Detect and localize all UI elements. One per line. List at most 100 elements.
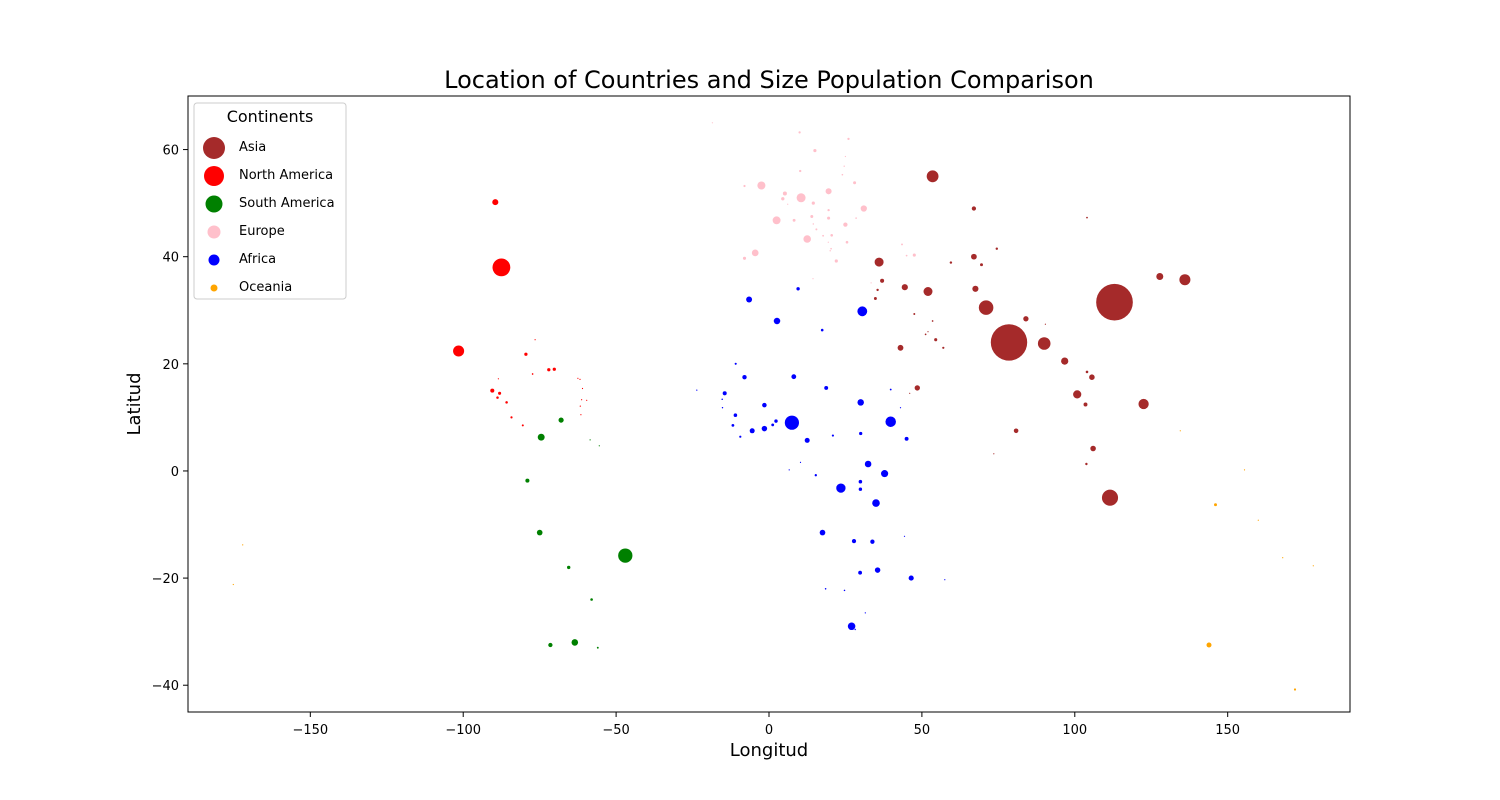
data-point [927, 331, 929, 333]
data-point [596, 646, 599, 649]
data-point [1282, 557, 1284, 559]
axis-ticks: −150 −100 −50 0 50 100 150 −40 −20 0 20 40 60 [152, 144, 1241, 738]
data-point [914, 385, 920, 391]
data-point [913, 313, 916, 315]
data-point [1293, 688, 1297, 691]
data-point [721, 398, 723, 400]
data-point [742, 256, 747, 260]
data-point [1085, 462, 1088, 466]
data-point [857, 399, 864, 406]
data-point [993, 453, 995, 455]
data-point [589, 439, 591, 441]
data-point [711, 122, 714, 124]
data-point [1138, 398, 1149, 410]
x-tick-label: −50 [602, 723, 629, 738]
data-point [859, 431, 863, 436]
data-point [923, 287, 933, 296]
data-point [819, 529, 826, 536]
data-point [924, 333, 927, 336]
data-point [731, 424, 735, 427]
data-point [978, 300, 994, 315]
data-point [733, 413, 738, 417]
data-point [791, 374, 797, 380]
data-point [792, 218, 796, 222]
legend-label: Africa [239, 252, 276, 267]
data-point [995, 247, 998, 250]
data-point [822, 234, 824, 237]
data-point [1179, 274, 1191, 286]
legend-marker [208, 254, 220, 266]
data-point [798, 131, 801, 134]
data-point [510, 416, 513, 419]
data-point [722, 391, 727, 396]
data-point [534, 339, 536, 341]
legend-item: North America [204, 166, 333, 186]
legend-marker [205, 195, 223, 213]
data-point [830, 234, 833, 237]
data-point [874, 257, 884, 267]
data-point [934, 338, 938, 342]
data-point [820, 328, 824, 332]
data-point [796, 287, 800, 291]
data-point [536, 529, 543, 536]
data-point [492, 258, 511, 277]
data-point [944, 579, 946, 581]
data-point [1206, 642, 1212, 648]
data-point [1023, 316, 1029, 322]
data-point [1243, 469, 1246, 471]
data-point [548, 642, 553, 648]
data-point [971, 253, 977, 260]
data-point [830, 247, 832, 250]
x-axis-label: Longitud [730, 740, 808, 761]
data-point [903, 535, 906, 537]
data-point [811, 201, 815, 205]
series-north-america [453, 199, 588, 427]
data-point [772, 216, 781, 225]
data-point [537, 433, 545, 441]
y-tick-label: −40 [152, 679, 179, 694]
data-point [827, 216, 831, 220]
data-point [812, 278, 814, 280]
data-point [855, 217, 857, 219]
data-point [761, 425, 768, 432]
legend-marker [204, 166, 224, 186]
data-point [843, 165, 845, 167]
data-point [734, 362, 737, 365]
legend-item: Africa [208, 252, 276, 267]
data-point [558, 417, 564, 423]
legend-marker [207, 225, 221, 239]
series-africa [696, 287, 946, 631]
data-point [581, 387, 584, 390]
data-point [843, 222, 848, 227]
legend-item: Europe [207, 224, 285, 239]
data-point [796, 193, 806, 203]
data-point [498, 391, 502, 395]
data-point [847, 622, 856, 631]
legend-label: Asia [239, 140, 266, 155]
data-point [857, 306, 868, 317]
data-point [829, 250, 831, 252]
legend-item: Oceania [210, 280, 292, 295]
data-point [799, 461, 802, 463]
series-europe [711, 122, 916, 284]
data-point [926, 170, 939, 183]
data-point [242, 544, 244, 546]
data-point [858, 479, 863, 484]
data-point [788, 469, 790, 471]
data-point [581, 399, 583, 401]
data-point [490, 388, 495, 393]
legend-item: South America [205, 195, 335, 213]
data-point [743, 184, 746, 188]
data-point [803, 235, 811, 243]
data-point [831, 434, 834, 437]
data-point [746, 296, 753, 303]
data-point [762, 402, 767, 408]
data-point [853, 181, 857, 185]
data-point [531, 373, 534, 375]
legend-marker [203, 137, 225, 159]
data-point [232, 583, 234, 586]
data-point [901, 243, 903, 246]
data-point [876, 288, 879, 292]
chart-title: Location of Countries and Size Populatio… [444, 66, 1094, 94]
